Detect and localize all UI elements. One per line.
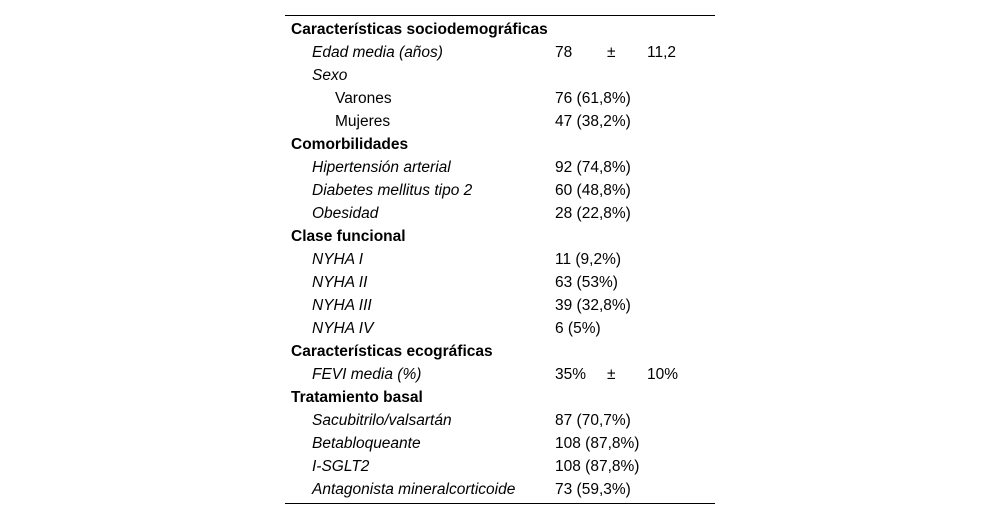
row-value: 73 (59,3%) [555,481,631,498]
row-value: 28 (22,8%) [555,205,631,222]
table-row: Antagonista mineralcorticoide 73 (59,3%) [285,478,715,501]
characteristics-table: Características sociodemográficas Edad m… [285,15,715,504]
row-value: 47 (38,2%) [555,113,631,130]
row-label: Tratamiento basal [291,389,423,406]
row-label: I-SGLT2 [312,458,370,475]
row-value: 92 (74,8%) [555,159,631,176]
row-value: 87 (70,7%) [555,412,631,429]
row-label: Características sociodemográficas [291,21,548,38]
row-value: 78 ±11,2 [555,41,715,64]
row-label: FEVI media (%) [312,366,422,383]
row-value: 108 (87,8%) [555,435,640,452]
row-value: 63 (53%) [555,274,618,291]
row-value: 60 (48,8%) [555,182,631,199]
plus-minus-symbol: ± [607,44,616,61]
row-value: 35% ±10% [555,363,715,386]
row-value: 11 (9,2%) [555,251,622,268]
row-value: 6 (5%) [555,320,601,337]
table-body: Características sociodemográficas Edad m… [285,18,715,501]
row-value: 76 (61,8%) [555,90,631,107]
table-row: Sacubitrilo/valsartán 87 (70,7%) [285,409,715,432]
table-row: Características sociodemográficas [285,18,715,41]
row-label: Comorbilidades [291,136,409,153]
value-part: 11,2 [647,44,677,61]
row-value: 39 (32,8%) [555,297,631,314]
row-label: Betabloqueante [312,435,421,452]
table-row: Sexo [285,64,715,87]
table-row: Mujeres 47 (38,2%) [285,110,715,133]
row-label: Antagonista mineralcorticoide [312,481,516,498]
row-label: Varones [335,90,392,107]
row-label: Características ecográficas [291,343,493,360]
row-label: Hipertensión arterial [312,159,451,176]
table-row: FEVI media (%) 35% ±10% [285,363,715,386]
row-label: Obesidad [312,205,379,222]
row-label: Edad media (años) [312,44,443,61]
table-row: Varones 76 (61,8%) [285,87,715,110]
table-row: NYHA II 63 (53%) [285,271,715,294]
table-row: Tratamiento basal [285,386,715,409]
table-row: NYHA I 11 (9,2%) [285,248,715,271]
table-row: Diabetes mellitus tipo 2 60 (48,8%) [285,179,715,202]
row-label: Sexo [312,67,348,84]
table-row: Edad media (años) 78 ±11,2 [285,41,715,64]
plus-minus-symbol: ± [607,366,616,383]
table-row: Clase funcional [285,225,715,248]
row-label: Mujeres [335,113,391,130]
table-row: Betabloqueante 108 (87,8%) [285,432,715,455]
table-row: Obesidad 28 (22,8%) [285,202,715,225]
table-row: I-SGLT2 108 (87,8%) [285,455,715,478]
value-part: 78 [555,44,573,61]
row-label: Diabetes mellitus tipo 2 [312,182,473,199]
row-label: NYHA II [312,274,368,291]
row-label: Clase funcional [291,228,406,245]
table-row: Características ecográficas [285,340,715,363]
row-label: NYHA I [312,251,364,268]
row-label: NYHA IV [312,320,374,337]
value-part: 35% [555,366,587,383]
table-row: NYHA IV 6 (5%) [285,317,715,340]
table-row: Comorbilidades [285,133,715,156]
table-row: Hipertensión arterial 92 (74,8%) [285,156,715,179]
row-label: NYHA III [312,297,372,314]
table-row: NYHA III 39 (32,8%) [285,294,715,317]
row-label: Sacubitrilo/valsartán [312,412,452,429]
value-part: 10% [647,366,679,383]
row-value: 108 (87,8%) [555,458,640,475]
